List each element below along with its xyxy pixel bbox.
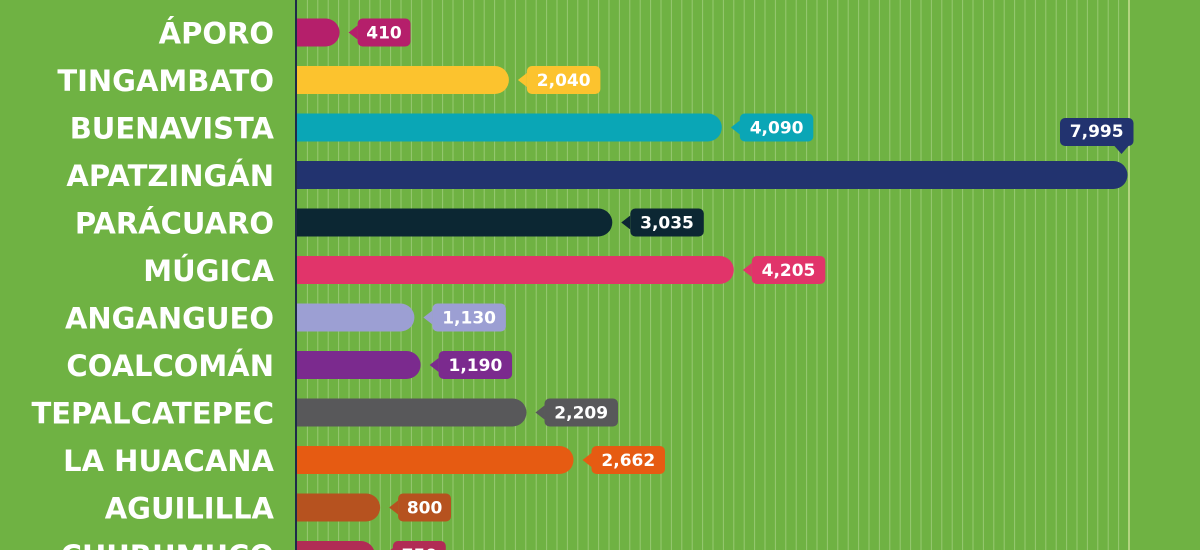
value-label: 2,209 [554,404,608,424]
bar [297,541,374,550]
value-labels: 410 2,040 4,090 7,995 3,035 4,205 1,130 1,190 2,… [348,18,1134,550]
value-label-pointer [1114,146,1129,154]
value-label-box [751,256,826,284]
value-label: 4,205 [762,261,816,281]
category-label: ANGANGUEO [65,302,274,336]
category-label: CHURUMUCO [61,539,274,550]
category-label: MÚGICA [143,254,274,288]
value-label: 1,190 [449,356,503,376]
bar [297,161,1128,190]
bar [297,113,722,142]
value-label-pointer [535,405,545,420]
value-label-pointer [389,500,399,515]
value-label: 7,995 [1070,122,1124,142]
value-label: 2,040 [537,71,591,91]
bar [297,303,415,332]
value-label: 410 [366,24,402,44]
value-label-pointer [582,453,592,467]
value-label-box [526,66,601,94]
value-label: 1,130 [442,309,496,329]
bar [297,398,527,427]
bar [297,493,381,522]
value-label-pointer [742,263,752,277]
value-label-box [544,398,618,427]
value-label-box [392,541,446,550]
value-label-box [739,113,814,142]
value-label: 750 [402,546,438,550]
value-label-box [438,351,513,379]
bar [297,208,613,237]
value-label: 4,090 [750,119,804,139]
value-label-box [591,446,665,474]
value-label-box [398,493,451,522]
bars [297,18,1128,550]
value-label-pointer [423,310,433,325]
value-label-box [357,18,411,47]
value-label-box [630,208,704,237]
category-label: APATZINGÁN [66,159,274,193]
category-label: ÁPORO [159,17,274,51]
category-label: AGUILILLA [105,492,275,526]
value-label-pointer [517,73,527,87]
value-label-pointer [730,120,740,135]
bar [297,446,574,474]
category-label: COALCOMÁN [66,349,274,383]
category-label: LA HUACANA [63,444,274,478]
value-label-box [432,303,506,332]
value-label: 800 [407,499,443,519]
category-label: TINGAMBATO [57,64,274,98]
category-label: PARÁCUARO [75,207,274,241]
bar [297,18,340,47]
value-label: 2,662 [601,451,655,471]
bar [297,66,509,94]
value-label-pointer [621,215,631,230]
value-label: 3,035 [640,214,694,234]
bar [297,256,734,284]
category-labels: ÁPORO TINGAMBATO BUENAVISTA APATZINGÁN PARÁC… [31,17,274,550]
value-label-box [1060,118,1134,146]
category-label: TEPALCATEPEC [31,397,274,431]
bar [297,351,421,379]
category-label: BUENAVISTA [70,112,275,146]
value-label-pointer [429,358,439,372]
value-label-pointer [348,25,358,40]
